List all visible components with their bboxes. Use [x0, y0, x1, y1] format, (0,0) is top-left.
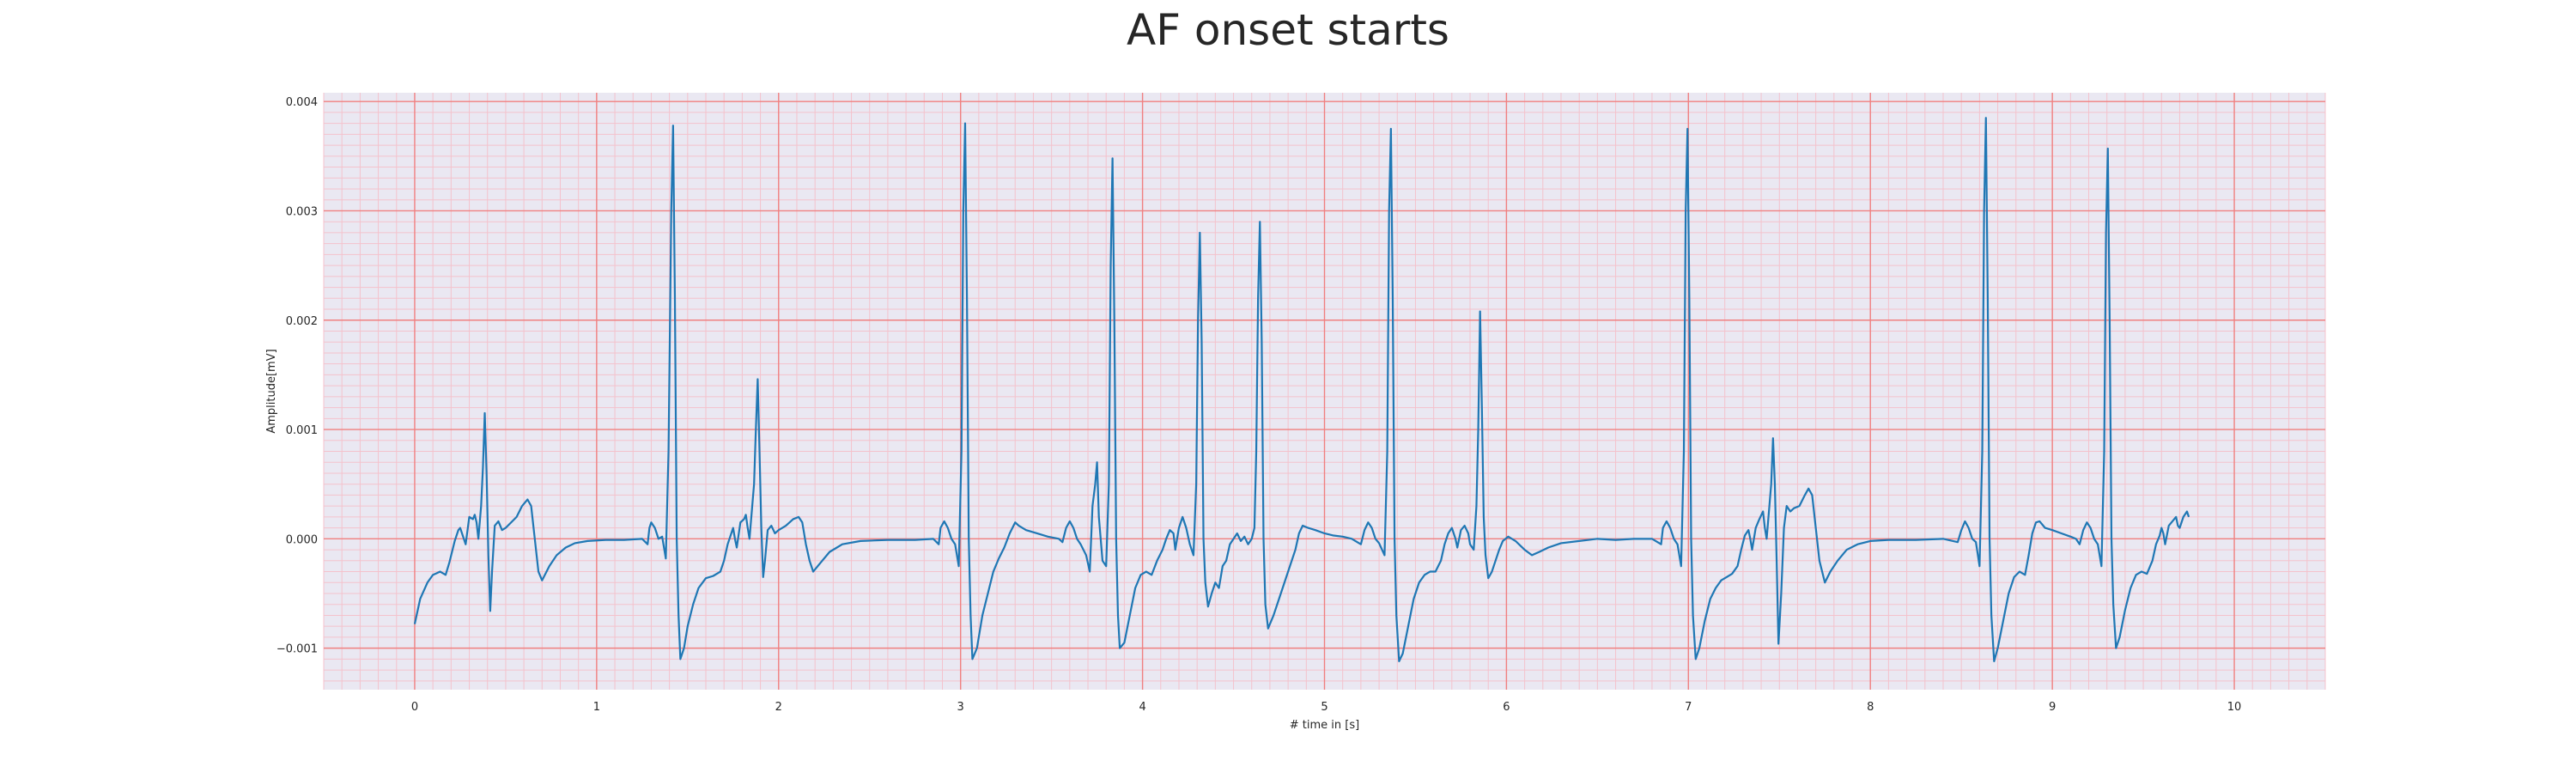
- x-tick-label: 6: [1503, 701, 1510, 714]
- y-tick-label: 0.003: [286, 205, 318, 218]
- y-tick-label: −0.001: [276, 643, 318, 656]
- x-tick-label: 3: [957, 701, 964, 714]
- ecg-series-line: [413, 117, 2190, 662]
- x-tick-label: 7: [1685, 701, 1692, 714]
- x-tick-label: 1: [593, 701, 600, 714]
- x-tick-label: 2: [775, 701, 782, 714]
- y-tick-label: 0.002: [286, 315, 318, 328]
- x-tick-label: 10: [2227, 701, 2242, 714]
- y-tick-label: 0.001: [286, 424, 318, 437]
- y-axis-label: Amplitude[mV]: [265, 349, 278, 433]
- x-axis-label: # time in [s]: [1290, 719, 1359, 732]
- x-tick-label: 8: [1867, 701, 1874, 714]
- x-tick-label: 0: [411, 701, 418, 714]
- x-tick-label: 5: [1321, 701, 1327, 714]
- x-axis-ticks: 0 1 2 3 4 5 6 7 8 9 10: [411, 701, 2242, 714]
- y-tick-label: 0.004: [286, 96, 318, 109]
- series-layer: [413, 117, 2190, 662]
- y-tick-label: 0.000: [286, 533, 318, 546]
- chart-title: AF onset starts: [1127, 5, 1449, 55]
- x-tick-label: 9: [2049, 701, 2056, 714]
- y-axis-ticks: −0.001 0.000 0.001 0.002 0.003 0.004: [276, 96, 318, 655]
- major-grid: [324, 93, 2325, 690]
- x-tick-label: 4: [1139, 701, 1145, 714]
